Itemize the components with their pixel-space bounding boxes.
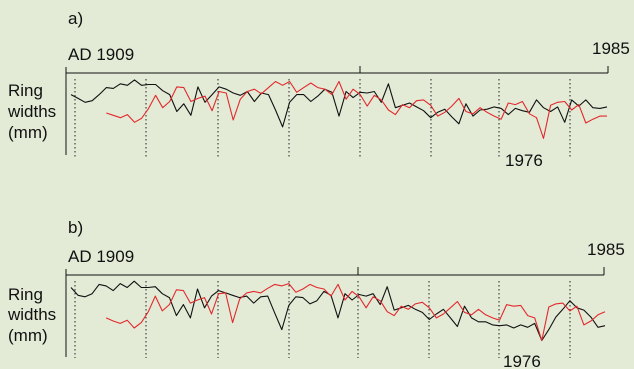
y-axis-label: Ring widths (mm) xyxy=(7,81,56,142)
panel-b: b) AD 1909 1985 Ring widths (mm) 1976 xyxy=(7,218,625,369)
start-year-label: AD 1909 xyxy=(68,45,134,64)
series-line-red xyxy=(105,283,606,342)
series-line-red xyxy=(106,80,607,139)
decade-guides xyxy=(74,281,571,358)
y-axis-label-line: widths xyxy=(7,305,56,324)
panel-label: b) xyxy=(68,218,83,237)
series-line-black xyxy=(70,280,606,342)
y-axis-label-line: Ring xyxy=(8,81,43,100)
series-line-black xyxy=(70,79,608,128)
y-axis-label-line: (mm) xyxy=(8,123,48,142)
panel-label: a) xyxy=(68,9,83,28)
end-year-label: 1985 xyxy=(587,240,625,259)
year-1976-annotation: 1976 xyxy=(505,151,543,170)
start-year-label: AD 1909 xyxy=(68,247,134,266)
end-year-label: 1985 xyxy=(592,39,630,58)
y-axis-label-line: widths xyxy=(7,102,56,121)
y-axis-label: Ring widths (mm) xyxy=(7,285,56,345)
y-axis-label-line: Ring xyxy=(8,285,43,304)
series-group xyxy=(70,280,606,342)
series-group xyxy=(70,79,608,139)
panel-a: a) AD 1909 1985 Ring widths (mm) 1976 xyxy=(7,9,630,170)
y-axis-label-line: (mm) xyxy=(8,326,48,345)
year-1976-annotation: 1976 xyxy=(503,352,541,369)
